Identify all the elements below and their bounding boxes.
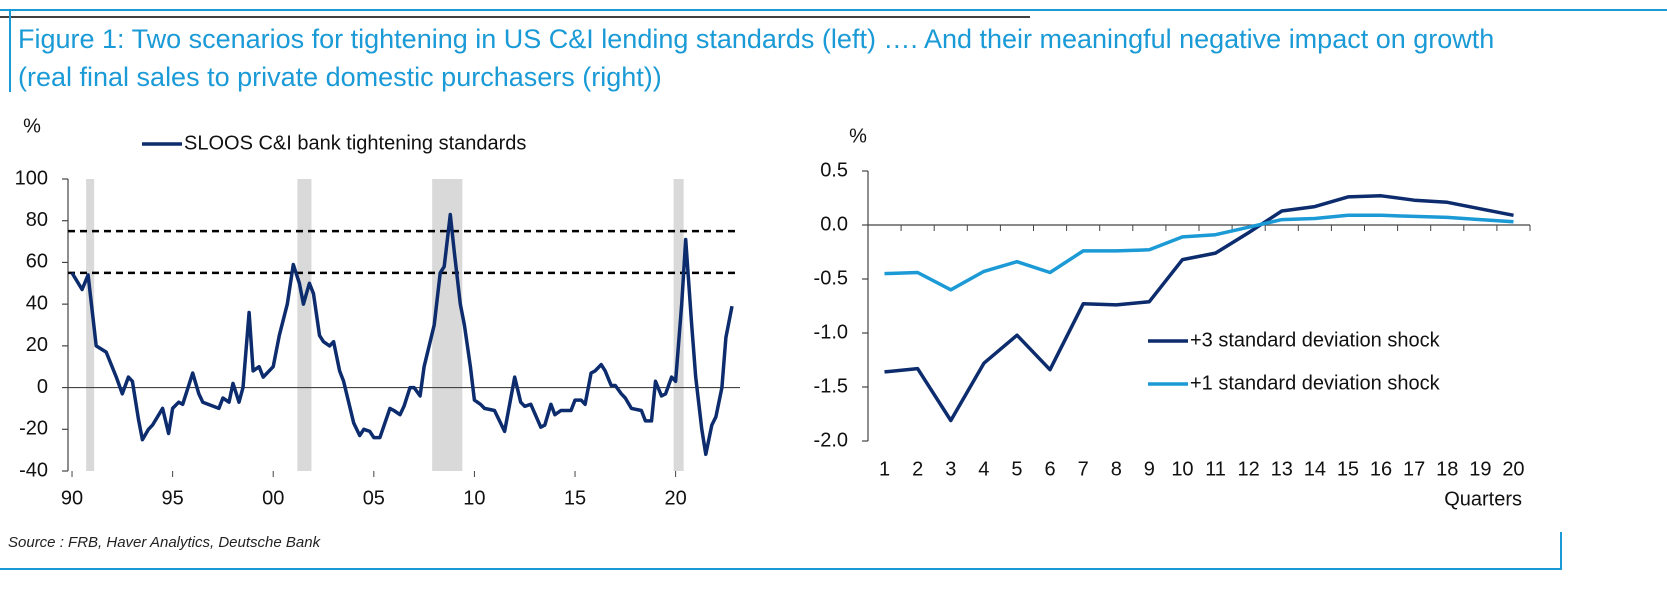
x-tick-label: 16	[1370, 458, 1392, 480]
x-tick-label: 15	[1337, 458, 1359, 480]
y-tick-label: -0.5	[814, 267, 848, 289]
x-tick-label: 14	[1304, 458, 1326, 480]
x-tick-label: 8	[1111, 458, 1122, 480]
x-tick-label: 18	[1436, 458, 1458, 480]
x-tick-label: 5	[1011, 458, 1022, 480]
x-tick-label: 9	[1144, 458, 1155, 480]
y-tick-label: 0.5	[820, 159, 848, 181]
y-tick-label: -40	[19, 459, 48, 481]
x-tick-label: 15	[564, 487, 586, 509]
series-line	[884, 213, 1514, 292]
series-line	[884, 194, 1514, 423]
y-tick-label: 20	[26, 334, 48, 356]
y-tick-label: -2.0	[814, 429, 848, 451]
y-tick-label: 80	[26, 209, 48, 231]
y-axis-unit: %	[23, 115, 41, 137]
y-tick-label: 60	[26, 251, 48, 273]
x-tick-label: 20	[664, 487, 686, 509]
x-tick-label: 2	[912, 458, 923, 480]
x-tick-label: 19	[1469, 458, 1491, 480]
x-tick-label: 4	[978, 458, 989, 480]
source-note: Source : FRB, Haver Analytics, Deutsche …	[8, 534, 321, 551]
x-tick-label: 05	[363, 487, 385, 509]
x-tick-label: 17	[1403, 458, 1425, 480]
x-tick-label: 10	[463, 487, 485, 509]
x-axis-label: Quarters	[1444, 488, 1522, 510]
x-tick-label: 6	[1044, 458, 1055, 480]
recession-band	[297, 179, 312, 471]
y-tick-label: 0.0	[820, 213, 848, 235]
y-tick-label: 0	[37, 376, 48, 398]
x-tick-label: 13	[1271, 458, 1293, 480]
x-tick-label: 20	[1502, 458, 1524, 480]
x-tick-label: 90	[61, 487, 83, 509]
series-line	[70, 212, 734, 457]
legend-label: SLOOS C&I bank tightening standards	[184, 132, 526, 154]
x-tick-label: 10	[1171, 458, 1193, 480]
legend-label: +1 standard deviation shock	[1190, 372, 1441, 394]
legend-label: +3 standard deviation shock	[1190, 329, 1441, 351]
y-tick-label: -20	[19, 418, 48, 440]
x-tick-label: 7	[1078, 458, 1089, 480]
recession-band	[432, 179, 463, 471]
y-tick-label: 40	[26, 292, 48, 314]
y-axis-unit: %	[849, 125, 867, 147]
x-tick-label: 12	[1238, 458, 1260, 480]
y-tick-label: -1.0	[814, 321, 848, 343]
figure-title: Figure 1: Two scenarios for tightening i…	[18, 24, 1495, 92]
x-tick-label: 95	[161, 487, 183, 509]
y-tick-label: 100	[15, 167, 48, 189]
y-tick-label: -1.5	[814, 375, 848, 397]
x-tick-label: 3	[945, 458, 956, 480]
x-tick-label: 1	[879, 458, 890, 480]
x-tick-label: 11	[1205, 458, 1226, 480]
x-tick-label: 00	[262, 487, 284, 509]
recession-band	[86, 179, 95, 471]
